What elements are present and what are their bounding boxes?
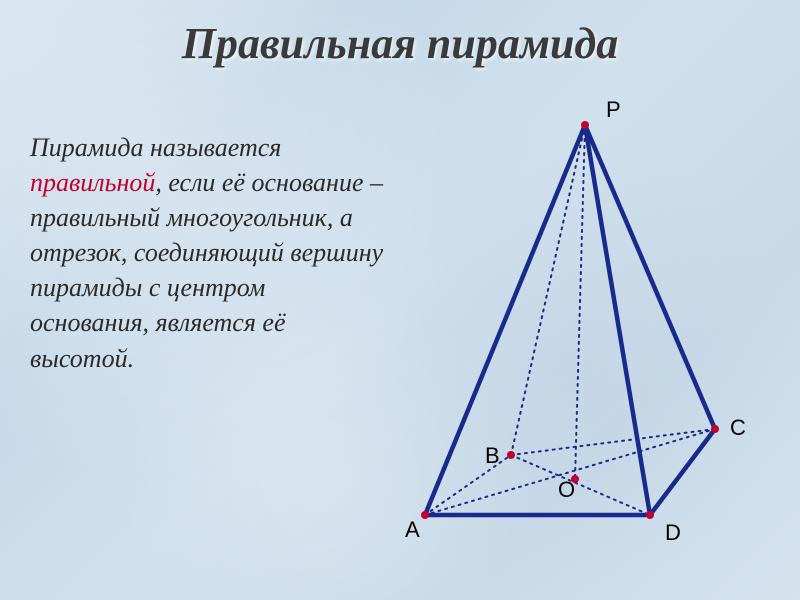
definition-highlight: правильной	[30, 168, 155, 197]
hidden-edges-group	[425, 125, 715, 515]
vertex-P	[581, 121, 589, 129]
pyramid-diagram: P A B C D O	[370, 95, 770, 565]
vertex-B	[507, 451, 515, 459]
vertex-A	[421, 511, 429, 519]
vertices-group	[421, 121, 719, 519]
label-P: P	[606, 97, 621, 122]
label-B: B	[485, 443, 500, 468]
label-D: D	[665, 520, 681, 545]
definition-text: Пирамида называется правильной, если её …	[30, 130, 390, 376]
label-O: O	[558, 477, 575, 502]
vertex-D	[646, 511, 654, 519]
label-C: C	[730, 415, 746, 440]
label-A: A	[405, 517, 420, 542]
page-title: Правильная пирамида	[0, 18, 800, 69]
definition-part1: Пирамида называется	[30, 133, 281, 162]
solid-edges-group	[425, 125, 715, 515]
definition-part2: , если её основание – правильный многоуг…	[30, 168, 383, 372]
vertex-C	[711, 425, 719, 433]
